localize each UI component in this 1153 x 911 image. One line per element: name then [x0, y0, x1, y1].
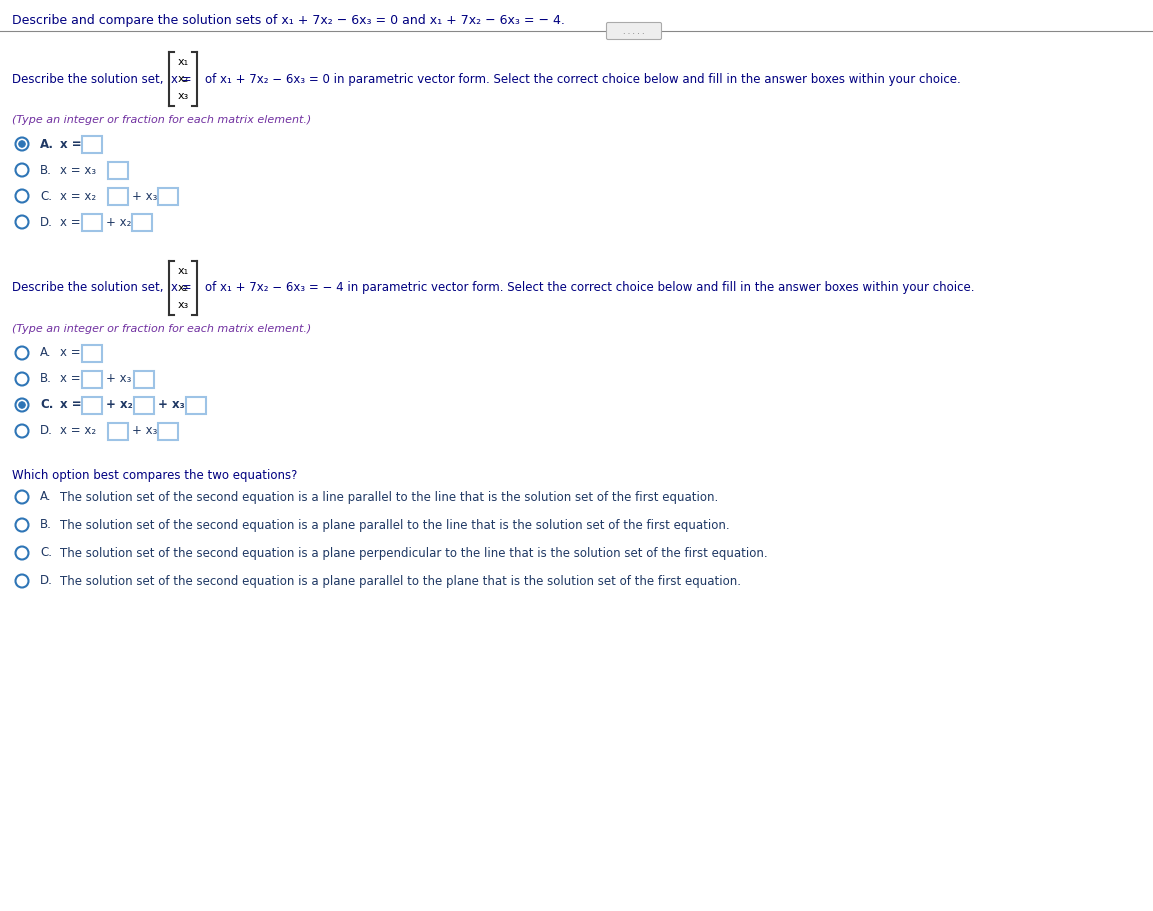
- Text: D.: D.: [40, 425, 53, 437]
- Text: x =: x =: [60, 398, 82, 412]
- Text: + x₃: + x₃: [158, 398, 184, 412]
- Text: x = x₂: x = x₂: [60, 189, 96, 202]
- FancyBboxPatch shape: [108, 423, 128, 439]
- Text: (Type an integer or fraction for each matrix element.): (Type an integer or fraction for each ma…: [12, 115, 311, 125]
- FancyBboxPatch shape: [131, 213, 152, 230]
- Text: x₃: x₃: [178, 91, 189, 101]
- Text: + x₂: + x₂: [106, 398, 133, 412]
- Text: The solution set of the second equation is a plane perpendicular to the line tha: The solution set of the second equation …: [60, 547, 768, 559]
- Text: + x₃: + x₃: [106, 373, 131, 385]
- Text: x₁: x₁: [178, 57, 189, 67]
- Text: D.: D.: [40, 216, 53, 229]
- Circle shape: [18, 402, 25, 408]
- Text: The solution set of the second equation is a plane parallel to the line that is : The solution set of the second equation …: [60, 518, 730, 531]
- Text: Which option best compares the two equations?: Which option best compares the two equat…: [12, 469, 297, 482]
- Text: x =: x =: [60, 138, 82, 150]
- Text: A.: A.: [40, 490, 52, 504]
- Text: x₁: x₁: [178, 266, 189, 276]
- Text: + x₃: + x₃: [131, 189, 157, 202]
- FancyBboxPatch shape: [82, 213, 101, 230]
- Text: x₂: x₂: [178, 74, 189, 84]
- Text: B.: B.: [40, 373, 52, 385]
- Text: x = x₃: x = x₃: [60, 163, 96, 177]
- Text: Describe the solution set,  x =: Describe the solution set, x =: [12, 73, 191, 86]
- Text: x =: x =: [60, 373, 81, 385]
- Text: + x₂: + x₂: [106, 216, 131, 229]
- FancyBboxPatch shape: [158, 423, 178, 439]
- FancyBboxPatch shape: [134, 371, 155, 387]
- Text: + x₃: + x₃: [131, 425, 157, 437]
- Text: x =: x =: [60, 216, 81, 229]
- Text: A.: A.: [40, 138, 54, 150]
- FancyBboxPatch shape: [158, 188, 178, 204]
- FancyBboxPatch shape: [108, 188, 128, 204]
- FancyBboxPatch shape: [82, 396, 101, 414]
- FancyBboxPatch shape: [186, 396, 206, 414]
- Text: . . . . .: . . . . .: [624, 26, 645, 36]
- Text: (Type an integer or fraction for each matrix element.): (Type an integer or fraction for each ma…: [12, 324, 311, 334]
- Text: Describe the solution set,  x =: Describe the solution set, x =: [12, 281, 191, 294]
- Text: B.: B.: [40, 518, 52, 531]
- Text: D.: D.: [40, 575, 53, 588]
- Text: C.: C.: [40, 189, 52, 202]
- Circle shape: [18, 140, 25, 148]
- Text: The solution set of the second equation is a plane parallel to the plane that is: The solution set of the second equation …: [60, 575, 741, 588]
- Text: of x₁ + 7x₂ − 6x₃ = 0 in parametric vector form. Select the correct choice below: of x₁ + 7x₂ − 6x₃ = 0 in parametric vect…: [205, 73, 960, 86]
- FancyBboxPatch shape: [134, 396, 155, 414]
- FancyBboxPatch shape: [82, 371, 101, 387]
- FancyBboxPatch shape: [606, 23, 662, 39]
- Text: of x₁ + 7x₂ − 6x₃ = − 4 in parametric vector form. Select the correct choice bel: of x₁ + 7x₂ − 6x₃ = − 4 in parametric ve…: [205, 281, 974, 294]
- FancyBboxPatch shape: [82, 344, 101, 362]
- FancyBboxPatch shape: [82, 136, 101, 152]
- Text: A.: A.: [40, 346, 52, 360]
- Text: Describe and compare the solution sets of x₁ + 7x₂ − 6x₃ = 0 and x₁ + 7x₂ − 6x₃ : Describe and compare the solution sets o…: [12, 14, 565, 27]
- Text: x₂: x₂: [178, 283, 189, 293]
- Text: The solution set of the second equation is a line parallel to the line that is t: The solution set of the second equation …: [60, 490, 718, 504]
- Text: x = x₂: x = x₂: [60, 425, 96, 437]
- FancyBboxPatch shape: [108, 161, 128, 179]
- Text: x₃: x₃: [178, 300, 189, 310]
- Text: B.: B.: [40, 163, 52, 177]
- Text: x =: x =: [60, 346, 81, 360]
- Text: C.: C.: [40, 398, 53, 412]
- Text: C.: C.: [40, 547, 52, 559]
